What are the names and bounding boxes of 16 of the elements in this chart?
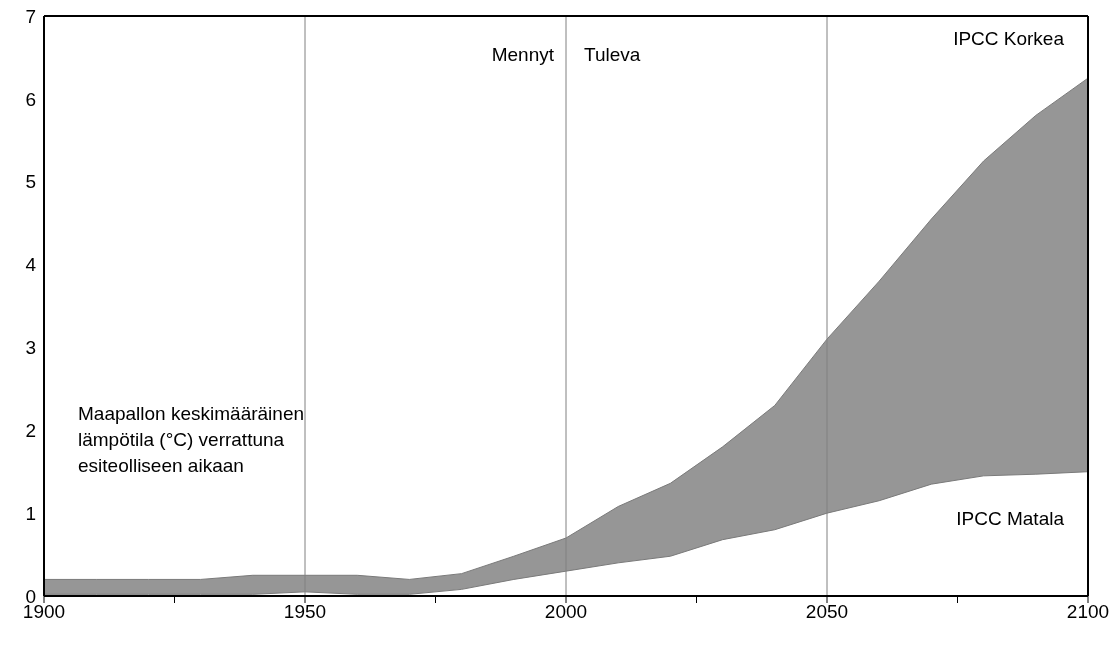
series-label: IPCC Matala bbox=[956, 507, 1065, 529]
y-tick-label: 3 bbox=[25, 337, 36, 359]
y-tick-label: 7 bbox=[25, 5, 36, 27]
series-label: IPCC Korkea bbox=[953, 28, 1065, 50]
annotation: Maapallon keskimääräinen lämpötila (°C) verrattuna esiteolliseen aikaan bbox=[78, 401, 305, 479]
x-tick-label: 2100 bbox=[1066, 601, 1110, 623]
annotation: Mennyt bbox=[491, 44, 554, 66]
x-tick-label: 1950 bbox=[283, 601, 327, 623]
y-tick-label: 4 bbox=[25, 254, 37, 276]
y-tick-label: 1 bbox=[25, 502, 36, 524]
y-tick-label: 2 bbox=[25, 420, 36, 442]
x-tick-label: 2000 bbox=[544, 601, 588, 623]
y-tick-label: 5 bbox=[25, 171, 36, 193]
x-tick-label: 2050 bbox=[805, 601, 849, 623]
y-tick-label: 6 bbox=[25, 88, 36, 110]
annotation: Tuleva bbox=[584, 44, 641, 66]
